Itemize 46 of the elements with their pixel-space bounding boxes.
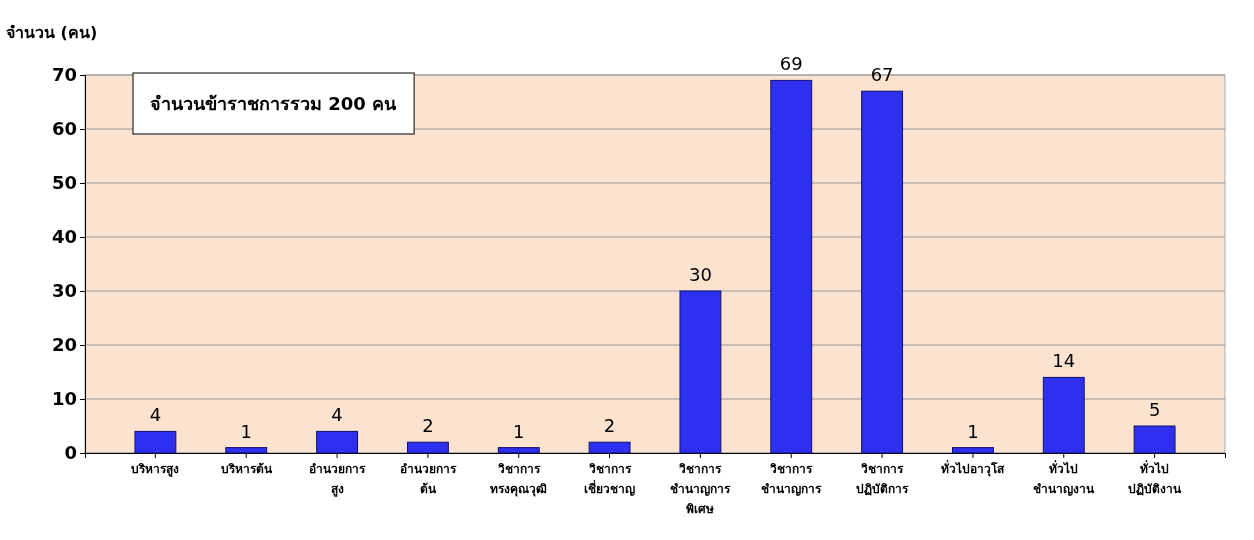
bar (1133, 425, 1176, 454)
y-tick-label: 0 (64, 442, 77, 464)
y-tick-label: 10 (51, 388, 77, 410)
bar (497, 447, 540, 454)
data-label: 5 (1148, 399, 1161, 420)
x-tick-label: วิชาการ ทรงคุณวุฒิ (490, 462, 548, 497)
x-tick-label: วิชาการ เชี่ยวชาญ (584, 462, 636, 496)
x-tick-label: ทั่วไป ปฏิบัติงาน (1128, 460, 1183, 496)
data-label: 1 (240, 420, 252, 442)
x-tick-label: วิชาการ ชำนาญการ (761, 462, 823, 496)
bar (951, 447, 994, 454)
x-tick-label: บริหารสูง (131, 462, 180, 477)
data-label: 30 (688, 264, 712, 285)
x-tick-label: อำนวยการ สูง (309, 462, 367, 497)
bar (1042, 376, 1085, 454)
y-tick-label: 70 (51, 64, 77, 86)
y-tick-label: 40 (51, 226, 77, 248)
data-label: 4 (149, 404, 162, 426)
y-tick-label: 20 (51, 334, 77, 356)
y-tick-label: 60 (51, 118, 77, 140)
x-tick-label: ทั่วไปอาวุโส (941, 460, 1006, 477)
bar (770, 79, 813, 454)
bar (679, 290, 722, 454)
bar (861, 90, 904, 454)
x-tick-label: บริหารต้น (220, 462, 273, 476)
x-tick-label: อำนวยการ ต้น (399, 462, 457, 496)
bar (134, 430, 177, 454)
x-tick-label: ทั่วไป ชำนาญงาน (1033, 460, 1096, 496)
bar (588, 441, 631, 454)
data-label: 14 (1052, 350, 1076, 372)
y-tick-label: 30 (51, 280, 77, 302)
data-label: 67 (870, 64, 894, 86)
data-label: 69 (779, 53, 803, 75)
data-label: 2 (603, 415, 616, 437)
x-tick-label: วิชาการ ชำนาญการ พิเศษ (670, 462, 732, 516)
x-tick-label: วิชาการ ปฏิบัติการ (856, 462, 910, 496)
y-tick-label: 50 (51, 172, 77, 194)
annotation: จำนวนข้าราชการรวม 200 คน (150, 93, 398, 114)
bar (406, 441, 449, 454)
data-label: 4 (331, 404, 343, 426)
data-label: 2 (422, 415, 434, 437)
data-label: 1 (513, 420, 525, 442)
bar (225, 447, 268, 454)
y-axis-title: จำนวน (คน) (6, 23, 98, 42)
data-label: 1 (967, 420, 979, 442)
bar (316, 430, 359, 454)
